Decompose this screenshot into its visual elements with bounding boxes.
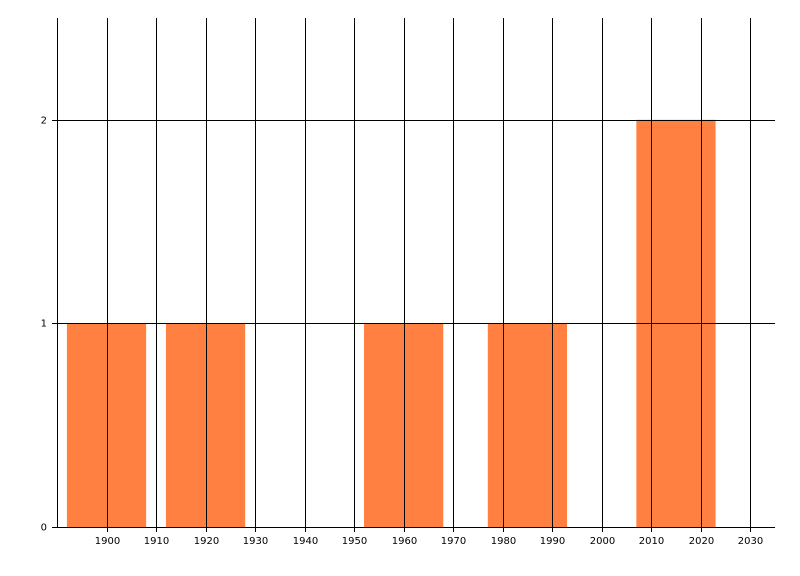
bar — [66, 323, 147, 527]
y-tick-label: 1 — [41, 319, 47, 330]
x-tick-label: 1940 — [293, 536, 318, 547]
x-tick-label: 2000 — [590, 536, 615, 547]
x-tick-label: 1930 — [243, 536, 268, 547]
y-tick-label: 0 — [41, 523, 47, 534]
x-tick-label: 1980 — [491, 536, 516, 547]
bar — [165, 323, 246, 527]
x-tick-label: 1910 — [144, 536, 169, 547]
x-tick-label: 2010 — [639, 536, 664, 547]
x-tick-label: 2020 — [689, 536, 714, 547]
x-tick-label: 2030 — [738, 536, 763, 547]
x-tick-label: 1960 — [392, 536, 417, 547]
x-tick-label: 1920 — [194, 536, 219, 547]
bar — [487, 323, 568, 527]
x-tick-label: 1990 — [540, 536, 565, 547]
x-tick-label: 1900 — [95, 536, 120, 547]
x-tick-label: 1970 — [441, 536, 466, 547]
x-tick-label: 1950 — [342, 536, 367, 547]
bar — [364, 323, 444, 527]
y-tick-label: 2 — [41, 116, 47, 127]
